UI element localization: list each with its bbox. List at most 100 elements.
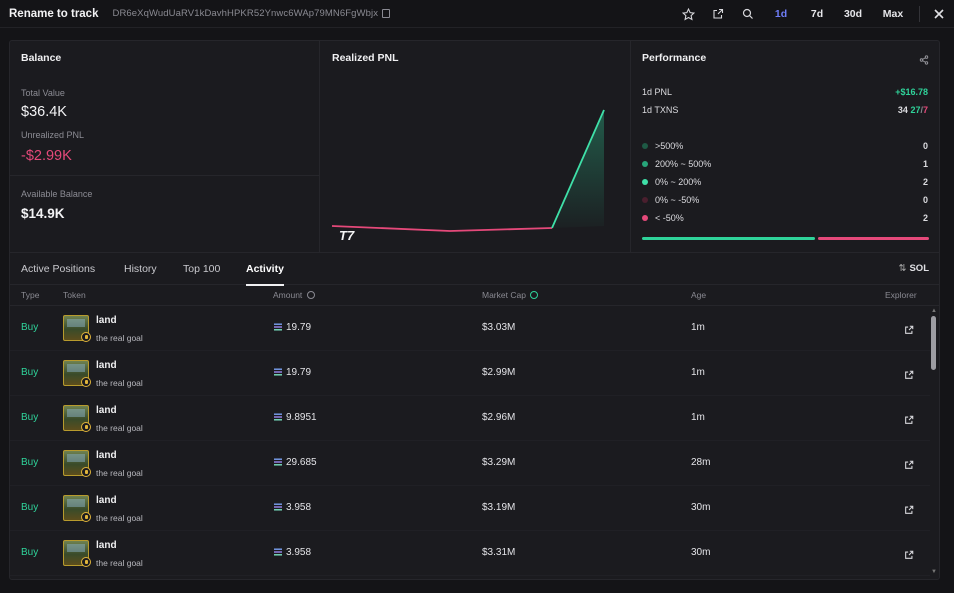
- bucket-count: 1: [922, 159, 928, 169]
- timeframe-30d[interactable]: 30d: [843, 8, 863, 20]
- bucket-dot: [642, 215, 648, 221]
- trade-type: Buy: [21, 547, 39, 558]
- tab-top-100[interactable]: Top 100: [183, 263, 221, 275]
- performance-title: Performance: [642, 52, 707, 64]
- external-link-icon[interactable]: [703, 0, 733, 28]
- tab-history[interactable]: History: [124, 263, 157, 275]
- explorer-link-icon[interactable]: [904, 502, 914, 520]
- wallet-title[interactable]: Rename to track: [9, 7, 99, 20]
- solana-icon: [274, 413, 282, 421]
- token-name[interactable]: land: [96, 495, 117, 506]
- col-amount[interactable]: Amount: [273, 290, 315, 300]
- pnl-row: 1d PNL +$16.78: [642, 87, 928, 97]
- age-value: 28m: [691, 457, 711, 468]
- toggle-icon[interactable]: [530, 291, 539, 299]
- table-row[interactable]: Buy land the real goal 29.685 $3.29M 28m: [10, 441, 930, 486]
- txns-value: 34 27/7: [898, 105, 928, 115]
- star-icon[interactable]: [673, 0, 703, 28]
- explorer-link-icon[interactable]: [904, 412, 914, 430]
- active-tab-underline: [246, 284, 284, 286]
- scrollbar-thumb[interactable]: [931, 316, 936, 370]
- performance-card: Performance 1d PNL +$16.78 1d TXNS 34 27…: [631, 41, 939, 252]
- token-name[interactable]: land: [96, 405, 117, 416]
- bucket-label: 0% ~ 200%: [655, 177, 702, 187]
- solana-icon: [274, 323, 282, 331]
- bucket-dot: [642, 179, 648, 185]
- table-row[interactable]: Buy land the real goal 3.958 $3.19M 30m: [10, 486, 930, 531]
- trade-type: Buy: [21, 412, 39, 423]
- copy-icon[interactable]: [382, 9, 391, 18]
- pump-badge-icon: [81, 377, 91, 387]
- realized-pnl-chart: [331, 109, 605, 232]
- explorer-link-icon[interactable]: [904, 322, 914, 340]
- explorer-link-icon[interactable]: [904, 547, 914, 565]
- pnl-label: 1d PNL: [642, 87, 673, 97]
- token-name[interactable]: land: [96, 360, 117, 371]
- col-explorer: Explorer: [885, 290, 917, 300]
- col-type: Type: [21, 290, 40, 300]
- age-value: 1m: [691, 322, 705, 333]
- timeframe-1d[interactable]: 1d: [774, 8, 788, 20]
- table-row[interactable]: Buy land the real goal 19.79 $3.03M 1m: [10, 306, 930, 351]
- table-row[interactable]: Buy land the real goal 9.8951 $2.96M 1m: [10, 396, 930, 441]
- close-icon[interactable]: [924, 0, 954, 28]
- table-row[interactable]: Buy land the real goal 19.79 $2.99M 1m: [10, 351, 930, 396]
- scroll-down-arrow[interactable]: ▼: [931, 569, 937, 575]
- explorer-link-icon[interactable]: [904, 367, 914, 385]
- wallet-address: DR6eXqWudUaRV1kDavhHPKR52Ynwc6WAp79MN6Fg…: [112, 8, 379, 19]
- col-market-cap[interactable]: Market Cap: [482, 290, 539, 300]
- solana-icon: [274, 458, 282, 466]
- sort-icon: ⇅: [898, 263, 907, 274]
- age-value: 30m: [691, 502, 711, 513]
- bucket-row: < -50% 2: [642, 213, 928, 223]
- pump-badge-icon: [81, 467, 91, 477]
- realized-pnl-card: Realized PNL T7: [320, 41, 631, 252]
- age-value: 30m: [691, 547, 711, 558]
- col-age: Age: [691, 290, 707, 300]
- table-row[interactable]: Buy land the real goal 3.958 $3.31M 30m: [10, 531, 930, 576]
- bucket-dot: [642, 197, 648, 203]
- token-name[interactable]: land: [96, 450, 117, 461]
- solana-icon: [274, 503, 282, 511]
- pump-badge-icon: [81, 332, 91, 342]
- toggle-icon[interactable]: [306, 291, 315, 299]
- pnl-line-positive: [551, 109, 605, 229]
- timeframe-max[interactable]: Max: [882, 8, 904, 20]
- tab-activity[interactable]: Activity: [246, 263, 284, 275]
- trade-type: Buy: [21, 457, 39, 468]
- explorer-link-icon[interactable]: [904, 457, 914, 475]
- amount-value: 3.958: [286, 502, 312, 513]
- balance-card: Balance Total Value $36.4K Unrealized PN…: [10, 41, 320, 176]
- bucket-label: 0% ~ -50%: [655, 195, 700, 205]
- bucket-dot: [642, 143, 648, 149]
- txns-separator: /: [920, 105, 923, 115]
- bucket-label: < -50%: [655, 213, 684, 223]
- available-balance-label: Available Balance: [21, 189, 93, 199]
- bucket-row: 0% ~ -50% 0: [642, 195, 928, 205]
- token-image[interactable]: [63, 315, 89, 341]
- currency-toggle[interactable]: ⇅ SOL: [899, 263, 930, 274]
- market-cap-value: $3.19M: [482, 502, 516, 513]
- tab-active-positions[interactable]: Active Positions: [21, 263, 96, 275]
- trade-type: Buy: [21, 502, 39, 513]
- amount-value: 3.958: [286, 547, 312, 558]
- market-cap-value: $2.96M: [482, 412, 516, 423]
- market-cap-value: $3.29M: [482, 457, 516, 468]
- col-market-cap-label: Market Cap: [482, 290, 526, 300]
- bucket-row: >500% 0: [642, 141, 928, 151]
- col-amount-label: Amount: [273, 290, 303, 300]
- token-name[interactable]: land: [96, 315, 117, 326]
- market-cap-value: $3.03M: [482, 322, 516, 333]
- col-token: Token: [63, 290, 86, 300]
- token-subtitle: the real goal: [96, 378, 143, 388]
- share-icon[interactable]: [919, 52, 929, 70]
- pump-badge-icon: [81, 422, 91, 432]
- token-name[interactable]: land: [96, 540, 117, 551]
- bucket-count: 2: [922, 177, 928, 187]
- scroll-up-arrow[interactable]: ▲: [931, 308, 937, 314]
- amount-value: 19.79: [286, 322, 312, 333]
- bucket-count: 2: [922, 213, 928, 223]
- search-icon[interactable]: [733, 0, 763, 28]
- timeframe-7d[interactable]: 7d: [810, 8, 824, 20]
- bucket-label: 200% ~ 500%: [655, 159, 712, 169]
